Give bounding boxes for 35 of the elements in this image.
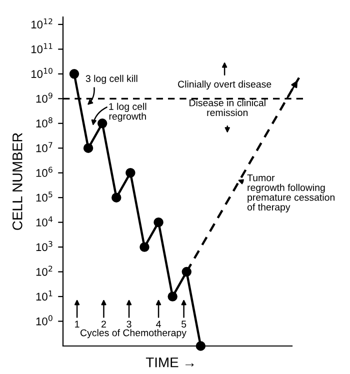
annotation: Tumor regrowth following premature cessation of therapy — [247, 174, 334, 212]
y-tick-label: 10$^{0}$ — [36, 315, 52, 326]
annotation: 3 — [126, 320, 132, 328]
y-tick-label: 10$^{7}$ — [36, 142, 52, 152]
point — [83, 143, 94, 153]
y-tick-label: 10$^{3}$ — [36, 240, 52, 252]
point — [126, 168, 136, 178]
y-tick-label: 10$^{11}$ — [31, 43, 52, 54]
point — [97, 118, 108, 128]
point — [168, 292, 178, 302]
annotation: Clinially overt disease — [178, 80, 272, 90]
y-tick-label: 10$^{1}$ — [36, 290, 52, 301]
point — [154, 217, 164, 228]
y-tick-label: 10$^{4}$ — [36, 216, 52, 226]
y-tick-label: 10$^{6}$ — [36, 166, 52, 177]
annotation: 1 log cell regrowth — [109, 102, 146, 122]
y-tick-label: 10$^{2}$ — [36, 266, 52, 276]
y-axis-title: CELL NUMBER — [12, 133, 22, 230]
point — [69, 69, 80, 79]
annotation: 5 — [182, 320, 186, 328]
y-tick-label: 10$^{12}$ — [31, 18, 52, 28]
x-axis-title: TIME → — [146, 358, 194, 368]
annotation: 2 — [102, 320, 106, 328]
y-tick-label: 10$^{9}$ — [36, 92, 52, 103]
annotation: 4 — [156, 320, 161, 328]
point — [112, 192, 122, 202]
annotation: 1 — [75, 320, 80, 328]
annotation: 3 log cell kill — [86, 74, 138, 84]
y-tick-label: 10$^{8}$ — [36, 117, 52, 128]
point — [140, 242, 150, 252]
y-tick-label: 10$^{10}$ — [31, 68, 52, 78]
annotation: Disease in clinical remission — [190, 99, 266, 116]
point — [196, 341, 206, 351]
y-tick-label: 10$^{5}$ — [36, 192, 52, 202]
annotation: Cycles of Chemotherapy — [80, 329, 186, 338]
